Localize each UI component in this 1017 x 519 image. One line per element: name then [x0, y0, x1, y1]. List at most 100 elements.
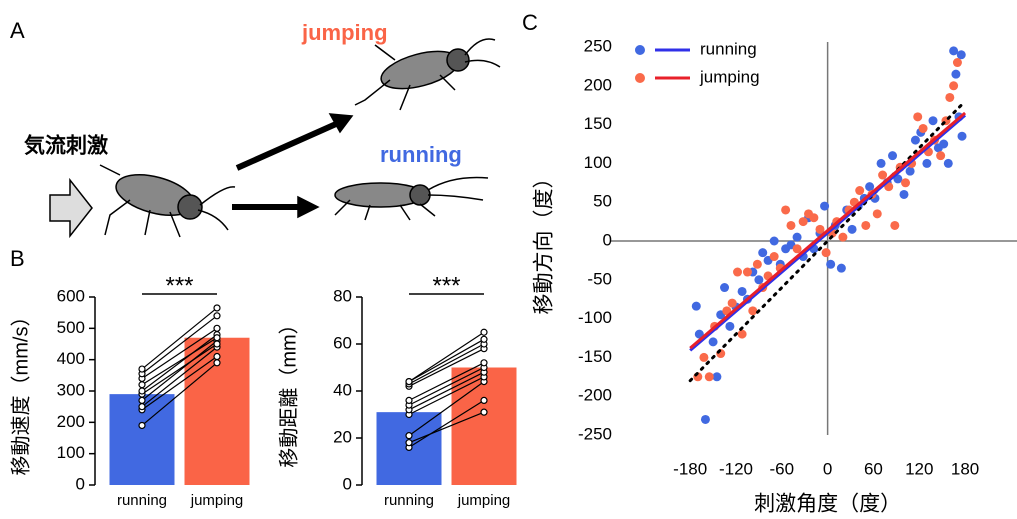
paired-line [141, 307, 218, 370]
point [888, 151, 898, 161]
individual-point [480, 328, 488, 336]
paired-line [141, 334, 218, 392]
individual-point [405, 396, 413, 404]
paired-line [408, 348, 485, 387]
paired-line [408, 399, 485, 448]
individual-point [213, 312, 221, 320]
cricket [99, 164, 236, 238]
individual-point [213, 324, 221, 332]
point [943, 158, 953, 168]
point [826, 259, 836, 269]
individual-point [213, 352, 221, 361]
significance-label: *** [432, 272, 460, 299]
point [878, 170, 888, 180]
y-tick-label: 400 [57, 349, 85, 368]
bar [451, 367, 517, 485]
y-tick-label: 0 [603, 230, 612, 249]
point [949, 81, 959, 91]
paired-line [141, 315, 218, 375]
point [928, 116, 938, 126]
individual-point [138, 421, 146, 430]
x-tick-label: 60 [864, 459, 883, 478]
individual-point [138, 396, 146, 404]
x-tick-label: 180 [951, 459, 979, 478]
paired-line [408, 343, 485, 385]
y-axis-label: 移動速度（mm/s） [9, 307, 32, 476]
arrow-head [297, 195, 320, 219]
point [786, 220, 796, 230]
y-axis-label: 移動方向（度） [533, 168, 556, 315]
point [708, 337, 718, 347]
paired-line [408, 366, 485, 406]
point [905, 166, 915, 176]
point [704, 372, 714, 382]
point [748, 306, 758, 316]
point [838, 232, 848, 242]
point [893, 174, 903, 184]
legend-marker [635, 73, 645, 83]
point [821, 248, 831, 258]
point [910, 135, 920, 145]
point [733, 267, 743, 277]
individual-point [480, 408, 488, 416]
paired-line [408, 376, 485, 416]
y-tick-label: 150 [584, 114, 612, 133]
point [737, 329, 747, 339]
point [815, 224, 825, 234]
x-tick-label: -120 [719, 459, 753, 478]
point [754, 275, 764, 285]
x-tick-label: jumping [457, 492, 511, 509]
point [847, 224, 857, 234]
y-tick-label: 100 [584, 153, 612, 172]
individual-point [213, 304, 221, 312]
paired-line [408, 411, 485, 444]
point [752, 259, 762, 269]
y-tick-label: 40 [333, 380, 352, 399]
cricket [354, 38, 501, 111]
y-tick-label: -150 [578, 347, 612, 366]
paired-line [408, 331, 485, 383]
point [949, 46, 959, 56]
legend-label: running [700, 39, 757, 58]
y-tick-label: 200 [584, 75, 612, 94]
paired-line [408, 338, 485, 383]
individual-point [480, 396, 488, 404]
point [936, 151, 946, 161]
point [792, 232, 802, 242]
legend-label: jumping [699, 67, 760, 86]
individual-point [213, 340, 221, 348]
point [809, 213, 819, 223]
point [939, 139, 949, 149]
point [865, 182, 875, 192]
point [727, 298, 737, 308]
individual-point [405, 432, 413, 440]
paired-line [141, 340, 218, 401]
point [725, 321, 735, 331]
x-axis-label: 刺激角度（度） [754, 493, 901, 516]
point [945, 92, 955, 102]
point [872, 209, 882, 219]
y-tick-label: 20 [333, 427, 352, 446]
paired-line [408, 371, 485, 411]
paired-line [141, 362, 218, 426]
paired-line [141, 327, 218, 379]
paired-line [141, 337, 218, 386]
point [712, 372, 722, 382]
point [781, 205, 791, 215]
y-tick-label: -250 [578, 424, 612, 443]
cricket [334, 176, 489, 221]
arrow-head [328, 113, 354, 134]
panel-label: A [10, 18, 25, 43]
point [769, 252, 779, 262]
individual-point [405, 378, 413, 386]
significance-label: *** [165, 272, 193, 299]
jumping-label: jumping [301, 20, 388, 45]
point [922, 158, 932, 168]
panel-label: C [522, 10, 538, 35]
point [957, 131, 967, 141]
point [742, 267, 752, 277]
individual-point [213, 334, 221, 342]
point [901, 178, 911, 188]
y-tick-label: -100 [578, 308, 612, 327]
